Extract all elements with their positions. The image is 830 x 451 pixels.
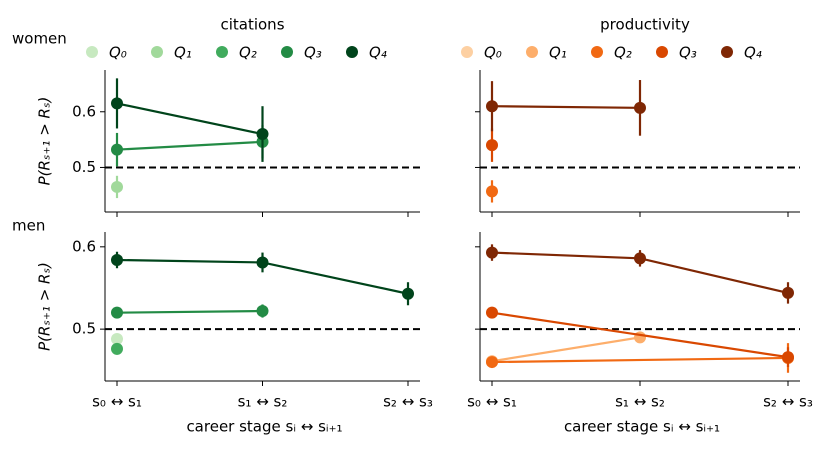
point (782, 286, 794, 299)
point (111, 333, 123, 346)
legend-marker (281, 46, 293, 58)
panel-title: citations (220, 16, 284, 34)
legend-label: Q₄ (744, 44, 762, 62)
legend-marker (151, 46, 163, 58)
series-line (116, 309, 263, 314)
x-axis-label: career stage sᵢ ↔ sᵢ₊₁ (564, 418, 720, 436)
point (111, 306, 123, 319)
legend-label: Q₂ (239, 44, 257, 62)
legend-label: Q₂ (614, 44, 632, 62)
point (486, 185, 498, 198)
point (111, 342, 123, 355)
legend-label: Q₁ (174, 44, 192, 62)
point (402, 287, 414, 300)
x-tick-label: s₂ ↔ s₃ (763, 393, 813, 411)
legend-marker (656, 46, 668, 58)
legend-marker (591, 46, 603, 58)
legend-label: Q₀ (109, 44, 127, 62)
series-line (491, 311, 789, 359)
legend-label: Q₀ (484, 44, 502, 62)
y-axis-label: P(Rₛ₊₁ > Rₛ) (36, 262, 54, 351)
y-tick-label: 0.6 (72, 237, 96, 255)
legend-label: Q₃ (679, 44, 697, 62)
y-tick-label: 0.5 (72, 158, 96, 176)
point (486, 139, 498, 152)
point (486, 246, 498, 259)
x-tick-label: s₀ ↔ s₁ (467, 393, 517, 411)
y-tick-label: 0.6 (72, 102, 96, 120)
row-label: men (12, 217, 45, 235)
legend-label: Q₃ (304, 44, 322, 62)
point (486, 100, 498, 113)
row-label: women (12, 30, 67, 48)
point (256, 128, 269, 141)
point (782, 351, 794, 364)
series-line (491, 105, 641, 109)
point (111, 180, 123, 193)
point (634, 252, 646, 265)
y-axis-label: P(Rₛ₊₁ > Rₛ) (36, 97, 54, 186)
x-tick-label: s₁ ↔ s₂ (615, 393, 665, 411)
legend-marker (86, 46, 98, 58)
point (634, 101, 646, 114)
point (486, 306, 498, 319)
panel-title: productivity (600, 16, 690, 34)
point (111, 143, 123, 156)
x-tick-label: s₂ ↔ s₃ (383, 393, 433, 411)
y-tick-label: 0.5 (72, 320, 96, 338)
x-tick-label: s₁ ↔ s₂ (238, 393, 288, 411)
series-line (116, 140, 263, 151)
x-tick-label: s₀ ↔ s₁ (92, 393, 142, 411)
legend-label: Q₄ (369, 44, 387, 62)
point (111, 97, 123, 110)
legend-marker (721, 46, 733, 58)
point (256, 305, 269, 318)
legend-marker (346, 46, 358, 58)
legend-marker (526, 46, 538, 58)
legend-marker (216, 46, 228, 58)
series-line (491, 336, 641, 363)
legend-marker (461, 46, 473, 58)
point (486, 356, 498, 369)
point (256, 256, 269, 269)
point (111, 253, 123, 266)
x-axis-label: career stage sᵢ ↔ sᵢ₊₁ (186, 418, 342, 436)
series-line (116, 102, 263, 136)
legend-label: Q₁ (549, 44, 567, 62)
series-line (491, 356, 789, 364)
